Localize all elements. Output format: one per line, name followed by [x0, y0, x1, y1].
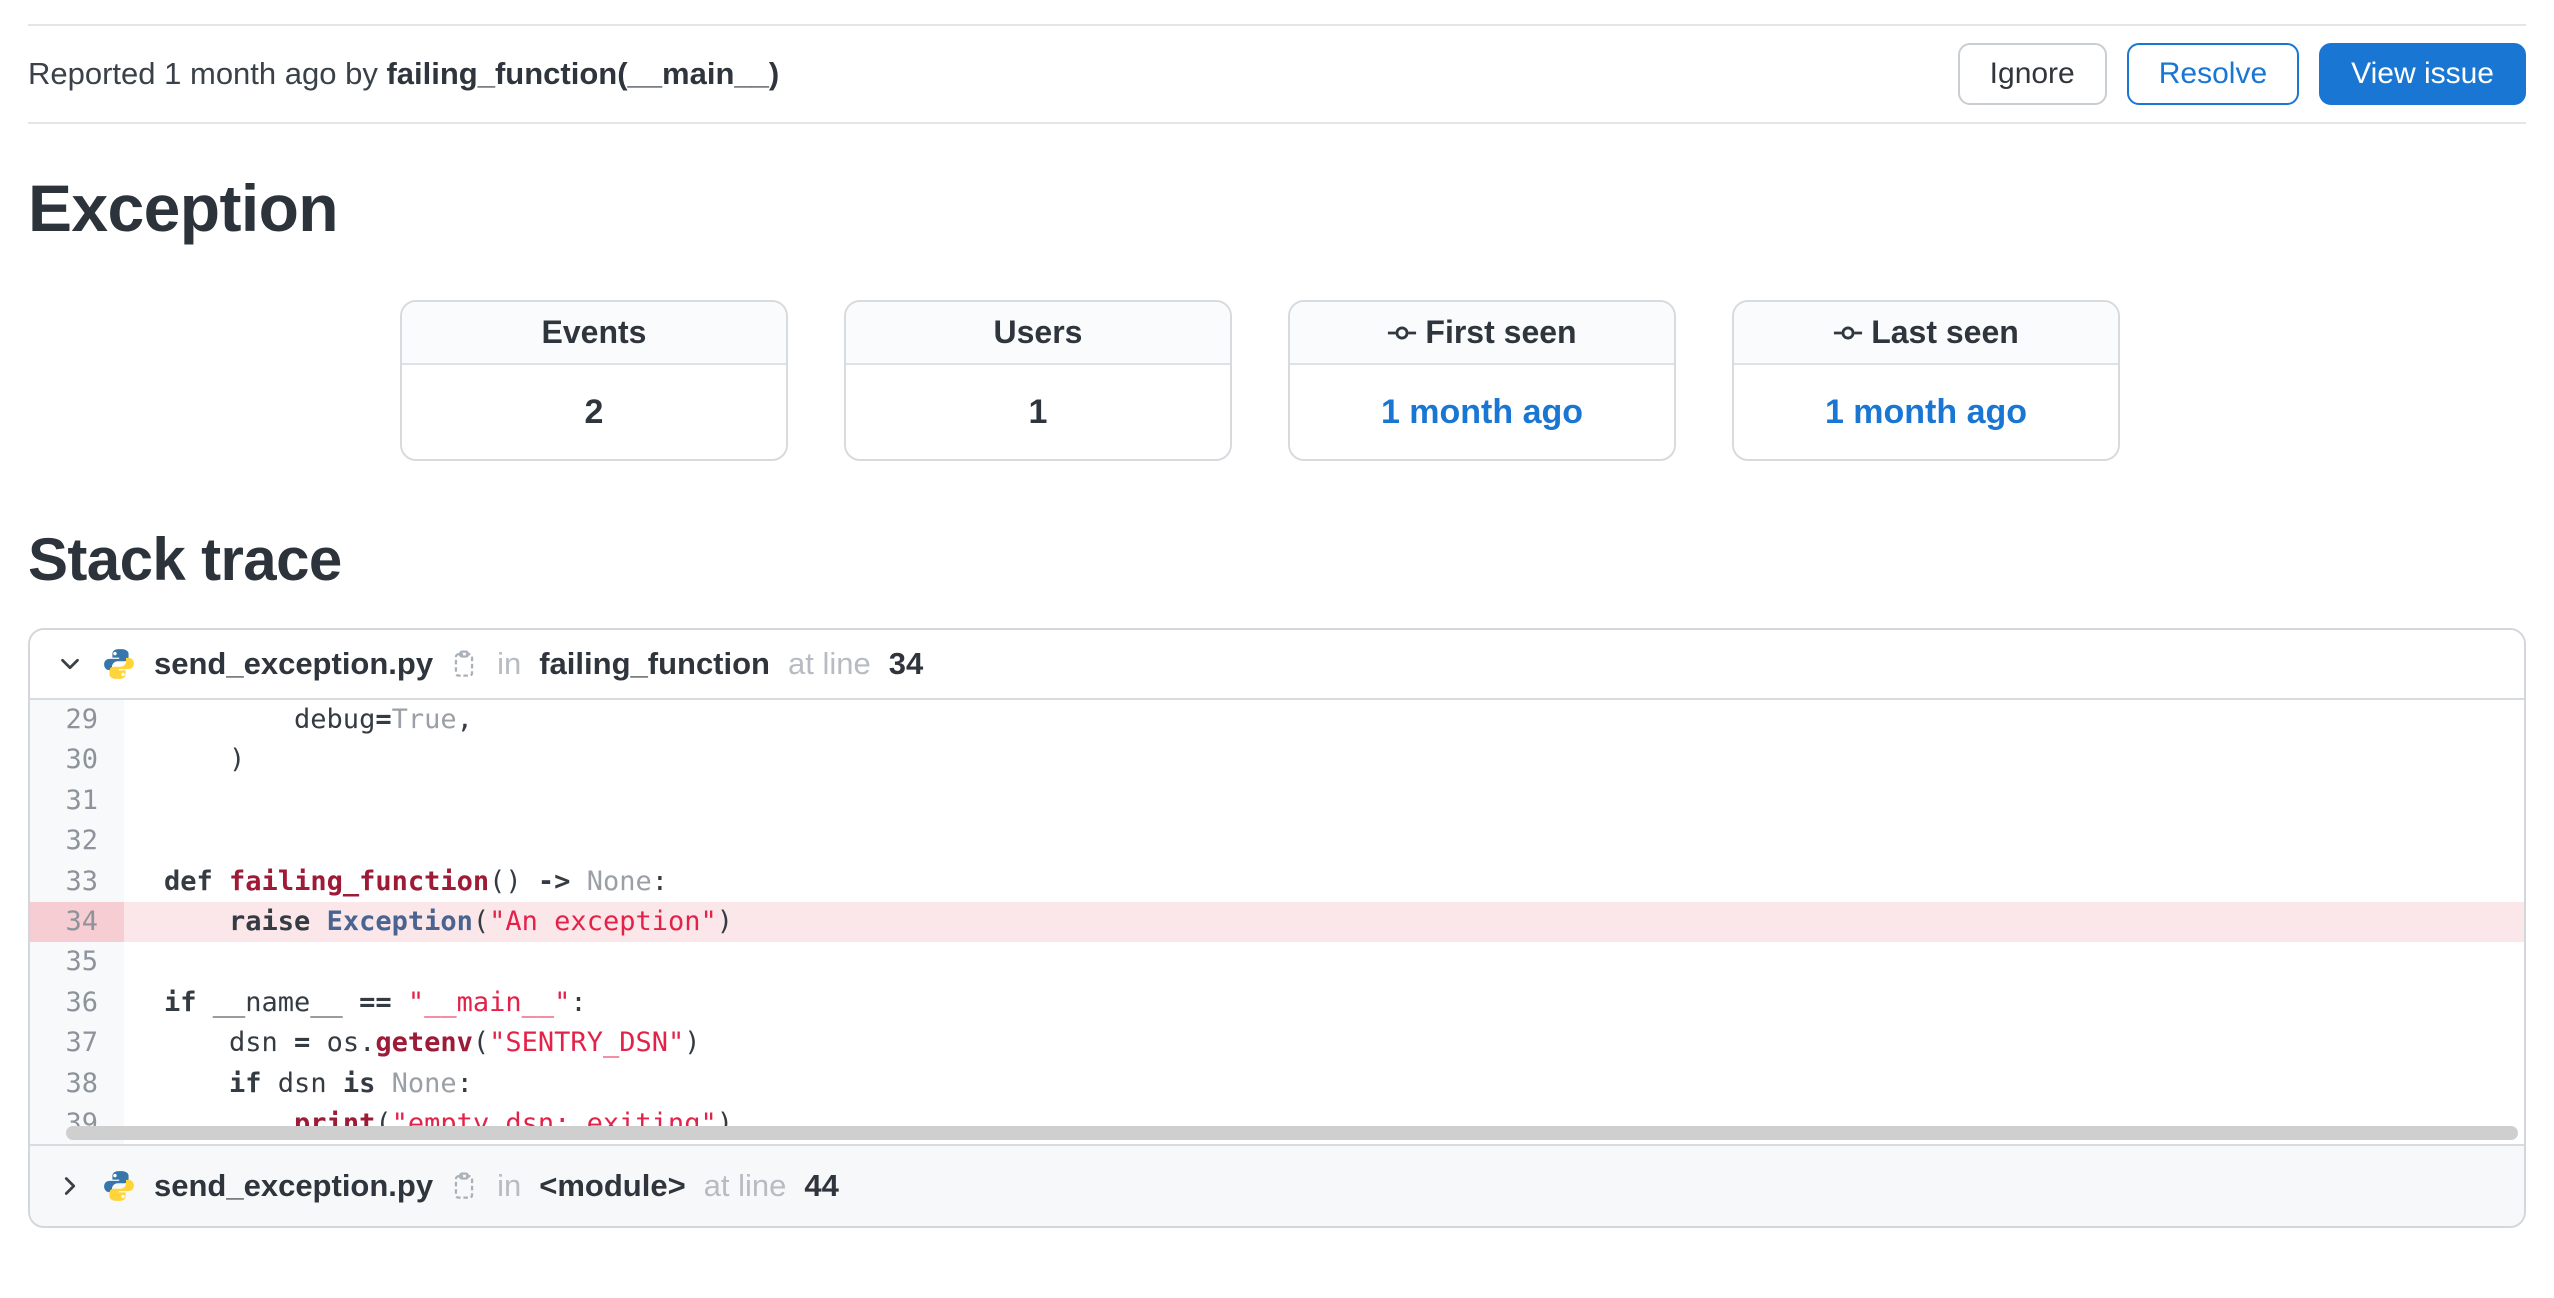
frame-function: failing_function — [539, 646, 770, 681]
stats-row: Events 2 Users 1 First seen 1 mont — [400, 300, 2526, 461]
in-label: in — [497, 1168, 522, 1204]
line-number: 29 — [30, 700, 124, 741]
stat-card: Events 2 — [400, 300, 788, 461]
stat-value: 1 — [1028, 392, 1048, 431]
code-line: 32 — [30, 821, 2524, 862]
stat-card-header: Last seen — [1734, 302, 2118, 365]
frame-function: <module> — [539, 1168, 686, 1204]
code-line-content: raise Exception("An exception") — [124, 901, 2524, 943]
reported-prefix: Reported 1 month ago by — [28, 56, 378, 91]
stat-card-header: Users — [846, 302, 1230, 365]
code-line: 35 — [30, 942, 2524, 983]
stat-value-link[interactable]: 1 month ago — [1824, 392, 2028, 431]
resolve-button[interactable]: Resolve — [2126, 43, 2300, 105]
stat-value-area: 2 — [402, 365, 786, 459]
code-line: 31 — [30, 780, 2524, 822]
stat-value-area: 1 month ago — [1290, 365, 1674, 459]
stat-value-link[interactable]: 1 month ago — [1380, 392, 1584, 431]
line-number: 31 — [30, 780, 124, 822]
code-line-content — [124, 942, 2524, 982]
code-line-content: if dsn is None: — [229, 1067, 473, 1099]
line-number: 37 — [30, 1023, 124, 1064]
stack-frame-header-1[interactable]: send_exception.py in <module> at line 44 — [30, 1144, 2524, 1227]
frame-filename: send_exception.py — [154, 1168, 434, 1204]
code-block: 29 debug=True, 30 ) 31 32 33 def failing_func… — [30, 698, 2524, 1145]
stat-card: Users 1 — [844, 300, 1232, 461]
stat-value-area: 1 — [846, 365, 1230, 459]
frame-line-number: 34 — [888, 646, 924, 681]
copy-icon[interactable] — [449, 1171, 479, 1201]
at-line-label: at line — [788, 646, 871, 681]
at-line-label: at line — [703, 1168, 787, 1204]
view-issue-button[interactable]: View issue — [2319, 43, 2526, 105]
code-line-content: debug=True, — [164, 704, 473, 735]
frame-line-number: 44 — [804, 1168, 839, 1204]
stat-card-header: Events — [402, 302, 786, 365]
issue-header-bar: Reported 1 month ago by failing_function… — [28, 24, 2526, 124]
in-label: in — [497, 646, 522, 681]
stat-label: Last seen — [1871, 314, 2019, 350]
chevron-right-icon[interactable] — [58, 1174, 82, 1198]
line-number: 36 — [30, 982, 124, 1024]
stat-value-area: 1 month ago — [1734, 365, 2118, 459]
stat-label: First seen — [1425, 314, 1577, 350]
code-line-highlighted: 34 raise Exception("An exception") — [30, 901, 2524, 943]
code-line-content: ) — [164, 744, 246, 776]
stat-value: 2 — [584, 392, 604, 431]
code-line-content — [124, 781, 2524, 821]
reported-text: Reported 1 month ago by failing_function… — [28, 56, 779, 92]
code-line: 33 def failing_function() -> None: — [30, 861, 2524, 902]
exception-heading: Exception — [28, 171, 339, 245]
culprit-label: failing_function(__main__) — [386, 56, 780, 91]
stack-trace-panel: send_exception.py in failing_function at… — [28, 628, 2526, 1229]
line-number: 34 — [30, 901, 124, 943]
code-line-content: def failing_function() -> None: — [164, 865, 668, 897]
stack-trace-heading: Stack trace — [28, 526, 342, 593]
code-line-content — [124, 821, 2524, 861]
code-line: 37 dsn = os.getenv("SENTRY_DSN") — [30, 1023, 2524, 1064]
stat-card: Last seen 1 month ago — [1732, 300, 2120, 461]
frame-filename: send_exception.py — [154, 646, 434, 681]
stat-label: Events — [541, 314, 647, 350]
issue-actions: Ignore Resolve View issue — [1957, 43, 2526, 105]
python-icon — [102, 1169, 136, 1203]
line-number: 30 — [30, 740, 124, 781]
python-icon — [102, 647, 136, 681]
issue-detail-page: Reported 1 month ago by failing_function… — [0, 24, 2554, 1298]
line-number: 38 — [30, 1063, 124, 1104]
code-line-content: dsn = os.getenv("SENTRY_DSN") — [164, 1027, 701, 1059]
horizontal-scrollbar[interactable] — [66, 1126, 2518, 1141]
stack-frame-header-0[interactable]: send_exception.py in failing_function at… — [30, 630, 2524, 698]
code-line: 29 debug=True, — [30, 700, 2524, 741]
stat-card-header: First seen — [1290, 302, 1674, 365]
code-line: 30 ) — [30, 740, 2524, 781]
line-number: 35 — [30, 942, 124, 983]
commit-icon — [1833, 318, 1863, 348]
copy-icon[interactable] — [449, 649, 479, 679]
stat-card: First seen 1 month ago — [1288, 300, 1676, 461]
stat-label: Users — [993, 314, 1083, 350]
line-number: 32 — [30, 821, 124, 862]
code-line-content: if __name__ == "__main__": — [164, 986, 587, 1018]
code-line: 38 if dsn is None: — [30, 1063, 2524, 1104]
ignore-button[interactable]: Ignore — [1957, 43, 2107, 105]
commit-icon — [1387, 318, 1417, 348]
code-line: 36 if __name__ == "__main__": — [30, 982, 2524, 1024]
chevron-down-icon[interactable] — [58, 652, 82, 676]
line-number: 33 — [30, 861, 124, 902]
